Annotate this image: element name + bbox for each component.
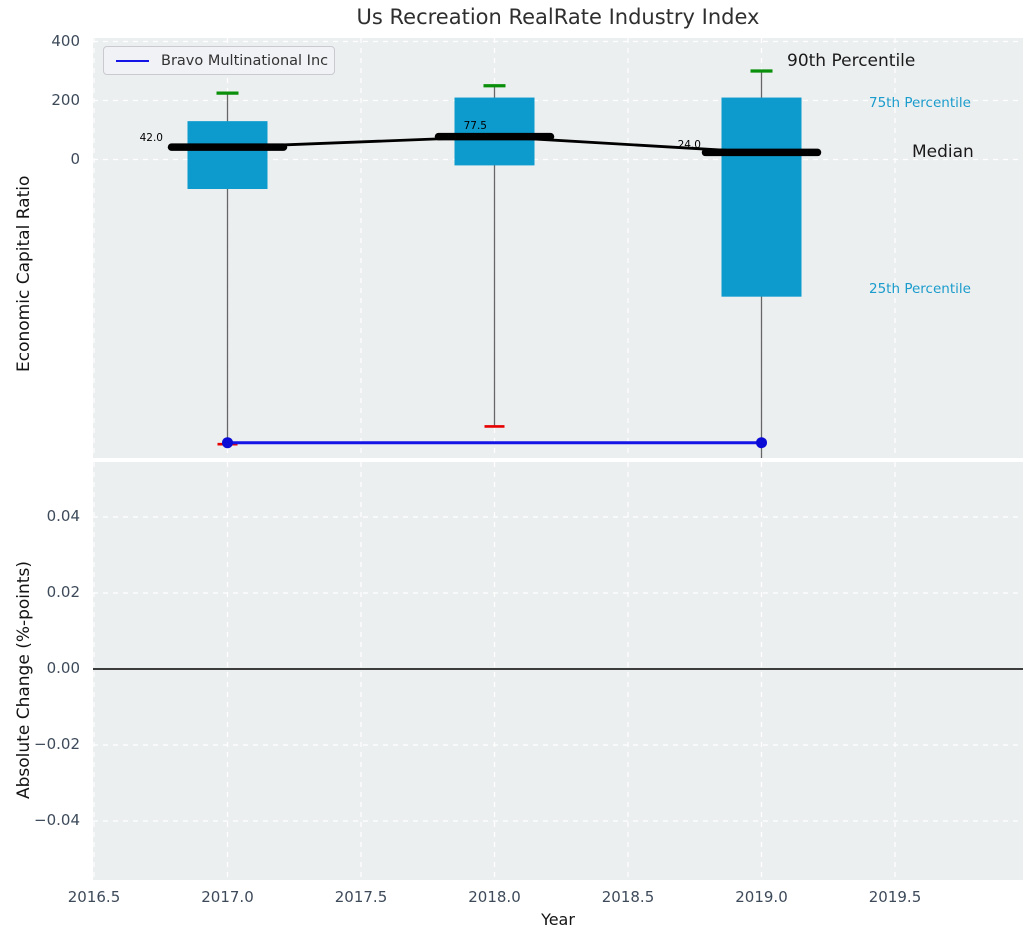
median-value-label-2017: 42.0 <box>139 132 163 144</box>
company-marker-2019[interactable] <box>756 437 767 449</box>
x-tick-2016.5: 2016.5 <box>67 888 121 906</box>
x-axis-label: Year <box>541 910 575 929</box>
y-tick-bottom-−0.02: −0.02 <box>34 735 80 753</box>
median-value-label-2019: 24.0 <box>677 139 701 151</box>
y-tick-bottom-−0.04: −0.04 <box>34 811 80 829</box>
y-tick-top-0: 0 <box>70 149 80 168</box>
iqr-box-2018[interactable] <box>454 97 535 166</box>
x-tick-2019.5: 2019.5 <box>868 888 922 906</box>
y-tick-bottom-0.00: 0.00 <box>46 659 80 677</box>
iqr-box-2017[interactable] <box>187 121 268 189</box>
x-tick-2017.0: 2017.0 <box>201 888 254 906</box>
y-tick-top-400: 400 <box>51 31 80 50</box>
iqr-box-2019[interactable] <box>721 97 802 297</box>
x-tick-2018.5: 2018.5 <box>601 888 655 906</box>
x-tick-2019.0: 2019.0 <box>735 888 788 906</box>
legend-label: Bravo Multinational Inc <box>161 52 329 69</box>
legend[interactable]: Bravo Multinational Inc <box>103 46 335 75</box>
y-tick-top-200: 200 <box>51 90 80 109</box>
company-marker-2017[interactable] <box>222 437 233 449</box>
plot-panel <box>93 462 1023 880</box>
annotation-90th-percentile: 90th Percentile <box>787 51 916 71</box>
y-axis-label-top: Economic Capital Ratio <box>14 175 34 372</box>
x-tick-2018.0: 2018.0 <box>468 888 521 906</box>
annotation-75th-percentile: 75th Percentile <box>869 95 971 111</box>
annotation-median: Median <box>912 142 974 162</box>
plot-panel <box>93 38 1023 458</box>
x-tick-2017.5: 2017.5 <box>334 888 388 906</box>
median-value-label-2018: 77.5 <box>463 120 487 132</box>
chart-title: Us Recreation RealRate Industry Index <box>356 5 760 29</box>
legend-line-icon <box>116 59 149 62</box>
y-tick-bottom-0.04: 0.04 <box>46 507 80 525</box>
y-tick-bottom-0.02: 0.02 <box>46 583 80 601</box>
annotation-25th-percentile: 25th Percentile <box>869 281 971 297</box>
